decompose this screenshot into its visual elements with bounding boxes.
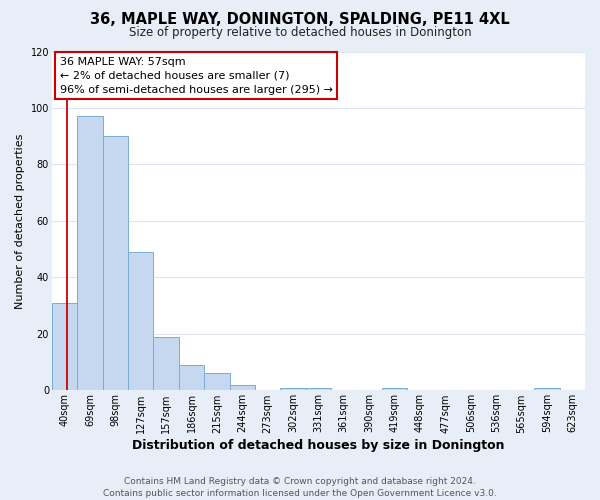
Bar: [77, 116, 103, 390]
Bar: [280, 388, 306, 390]
Bar: [204, 374, 230, 390]
Bar: [306, 388, 331, 390]
Bar: [534, 388, 560, 390]
Text: 36, MAPLE WAY, DONINGTON, SPALDING, PE11 4XL: 36, MAPLE WAY, DONINGTON, SPALDING, PE11…: [90, 12, 510, 28]
Text: 36 MAPLE WAY: 57sqm
← 2% of detached houses are smaller (7)
96% of semi-detached: 36 MAPLE WAY: 57sqm ← 2% of detached hou…: [60, 56, 333, 94]
Text: Size of property relative to detached houses in Donington: Size of property relative to detached ho…: [128, 26, 472, 39]
Bar: [382, 388, 407, 390]
Bar: [128, 252, 154, 390]
X-axis label: Distribution of detached houses by size in Donington: Distribution of detached houses by size …: [132, 440, 505, 452]
Bar: [179, 365, 204, 390]
Bar: [154, 336, 179, 390]
Bar: [103, 136, 128, 390]
Y-axis label: Number of detached properties: Number of detached properties: [15, 134, 25, 308]
Bar: [52, 303, 77, 390]
Bar: [230, 385, 255, 390]
Text: Contains HM Land Registry data © Crown copyright and database right 2024.
Contai: Contains HM Land Registry data © Crown c…: [103, 476, 497, 498]
